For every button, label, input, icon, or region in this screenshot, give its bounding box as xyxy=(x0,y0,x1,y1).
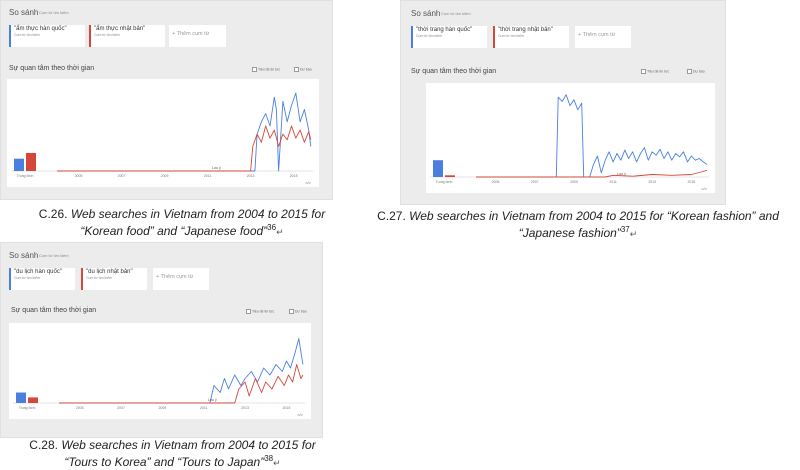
compare-title: So sánh xyxy=(9,8,39,17)
trends-panel-tours: So sánh Cụm từ tìm kiếm "du lịch hàn quố… xyxy=(0,242,323,438)
search-term-type: Cụm từ tìm kiếm xyxy=(14,276,40,280)
note-label: Lưu ý xyxy=(212,166,221,170)
headlines-checkbox[interactable]: Tiêu đề tin tức xyxy=(252,67,280,72)
search-term-label: "ẩm thực hàn quốc" xyxy=(14,26,67,32)
average-bar-korea xyxy=(433,160,443,177)
interest-over-time-label: Sự quan tâm theo thời gian xyxy=(411,68,497,75)
search-term-label: "thời trang nhật bản" xyxy=(498,27,553,33)
search-term-label: "du lịch hàn quốc" xyxy=(14,269,62,275)
headlines-checkbox[interactable]: Tiêu đề tin tức xyxy=(641,69,669,74)
x-tick-label: 2005 xyxy=(76,406,84,410)
search-term-korea[interactable]: "ẩm thực hàn quốc" Cụm từ tìm kiếm xyxy=(9,25,85,47)
x-tick-label: 2011 xyxy=(200,406,208,410)
compare-title: So sánh xyxy=(411,9,441,18)
embed-icon[interactable]: </> xyxy=(305,180,311,185)
x-tick-label: 2005 xyxy=(492,180,500,184)
headlines-checkbox[interactable]: Tiêu đề tin tức xyxy=(246,309,274,314)
embed-icon[interactable]: </> xyxy=(297,412,303,417)
search-term-type: Cụm từ tìm kiếm xyxy=(86,276,112,280)
average-bar-japan xyxy=(445,175,455,177)
figure-caption: C.26. Web searches in Vietnam from 2004 … xyxy=(38,207,326,238)
average-label: Trung bình xyxy=(19,406,36,410)
series-line-japan xyxy=(59,364,304,404)
forecast-checkbox[interactable]: Dự báo xyxy=(294,67,312,72)
x-tick-label: 2013 xyxy=(241,406,249,410)
figure-caption: C.28. Web searches in Vietnam from 2004 … xyxy=(29,438,316,469)
search-term-label: "ẩm thực nhật bản" xyxy=(94,26,146,32)
x-tick-label: 2009 xyxy=(161,174,169,178)
x-tick-label: 2007 xyxy=(531,180,539,184)
search-term-type: Cụm từ tìm kiếm xyxy=(416,34,442,38)
series-line-japan xyxy=(57,125,312,172)
trend-chart: Trung bình 2005 2007 2009 2011 2013 2015 Lưu ý <… xyxy=(426,83,715,193)
add-term-button[interactable]: + Thêm cụm từ xyxy=(169,25,226,47)
x-tick-label: 2011 xyxy=(204,174,212,178)
average-label: Trung bình xyxy=(436,180,453,184)
search-term-korea[interactable]: "du lịch hàn quốc" Cụm từ tìm kiếm xyxy=(9,268,75,290)
search-term-japan[interactable]: "ẩm thực nhật bản" Cụm từ tìm kiếm xyxy=(89,25,165,47)
series-line-korea xyxy=(57,92,312,172)
average-bar-korea xyxy=(14,158,24,171)
compare-subtitle[interactable]: Cụm từ tìm kiếm xyxy=(441,11,471,16)
trend-chart: Trung bình 2005 2007 2009 2011 2013 2015 Lưu ý <… xyxy=(9,323,311,419)
x-tick-label: 2015 xyxy=(687,180,695,184)
add-term-button[interactable]: + Thêm cụm từ xyxy=(575,26,631,48)
series-line-korea xyxy=(476,94,708,178)
search-term-type: Cụm từ tìm kiếm xyxy=(14,33,40,37)
trends-panel-korean-fashion: So sánh Cụm từ tìm kiếm "thời trang hàn … xyxy=(400,0,726,205)
average-bar-korea xyxy=(16,392,26,403)
x-tick-label: 2009 xyxy=(158,406,166,410)
note-label: Lưu ý xyxy=(617,172,626,176)
search-term-korea[interactable]: "thời trang hàn quốc" Cụm từ tìm kiếm xyxy=(411,26,487,48)
search-term-label: "du lịch nhật bản" xyxy=(86,269,133,275)
series-line-korea xyxy=(59,338,304,404)
series-line-japan xyxy=(476,169,708,178)
search-term-japan[interactable]: "thời trang nhật bản" Cụm từ tìm kiếm xyxy=(493,26,569,48)
note-label: Lưu ý xyxy=(208,398,217,402)
x-tick-label: 2005 xyxy=(75,174,83,178)
compare-subtitle[interactable]: Cụm từ tìm kiếm xyxy=(39,253,69,258)
search-term-label: "thời trang hàn quốc" xyxy=(416,27,473,33)
compare-subtitle[interactable]: Cụm từ tìm kiếm xyxy=(39,10,69,15)
compare-title: So sánh xyxy=(9,251,39,260)
x-tick-label: 2013 xyxy=(648,180,656,184)
search-term-type: Cụm từ tìm kiếm xyxy=(94,33,120,37)
x-tick-label: 2013 xyxy=(247,174,255,178)
forecast-checkbox[interactable]: Dự báo xyxy=(687,69,705,74)
x-tick-label: 2007 xyxy=(117,406,125,410)
x-tick-label: 2011 xyxy=(609,180,617,184)
add-term-button[interactable]: + Thêm cụm từ xyxy=(153,268,209,290)
x-tick-label: 2007 xyxy=(118,174,126,178)
embed-icon[interactable]: </> xyxy=(701,186,707,191)
forecast-checkbox[interactable]: Dự báo xyxy=(289,309,307,314)
x-tick-label: 2015 xyxy=(290,174,298,178)
search-term-type: Cụm từ tìm kiếm xyxy=(498,34,524,38)
x-tick-label: 2015 xyxy=(282,406,290,410)
trend-chart: Trung bình 2005 2007 2009 2011 2013 2015 Lưu ý <… xyxy=(7,79,319,187)
interest-over-time-label: Sự quan tâm theo thời gian xyxy=(9,65,95,72)
average-bar-japan xyxy=(28,397,38,403)
average-bar-japan xyxy=(26,152,36,171)
interest-over-time-label: Sự quan tâm theo thời gian xyxy=(11,307,97,314)
search-term-japan[interactable]: "du lịch nhật bản" Cụm từ tìm kiếm xyxy=(81,268,147,290)
x-tick-label: 2009 xyxy=(570,180,578,184)
average-label: Trung bình xyxy=(17,174,34,178)
figure-caption: C.27. Web searches in Vietnam from 2004 … xyxy=(377,209,779,240)
trends-panel-korean-food: So sánh Cụm từ tìm kiếm "ẩm thực hàn quố… xyxy=(0,0,333,200)
